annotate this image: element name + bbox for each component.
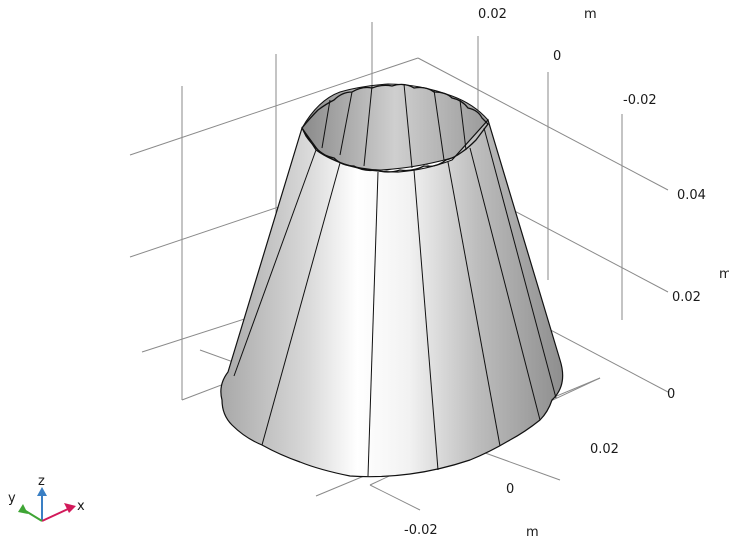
triad-x-arrowhead: [64, 503, 76, 513]
axis-labels-bottom: 0.02 0 -0.02 m: [404, 442, 619, 539]
triad-x-axis: [41, 508, 69, 522]
right-tick-1: 0.04: [677, 188, 706, 203]
cone-top-rim: [301, 83, 489, 173]
cone-inner-wall: [301, 83, 489, 171]
right-tick-2: 0.02: [672, 290, 701, 305]
top-tick-2: 0: [553, 49, 561, 64]
orientation-triad: z x y: [8, 474, 85, 522]
top-tick-3: -0.02: [623, 93, 657, 108]
cone-outer-body: [220, 118, 564, 478]
triad-y-label: y: [8, 491, 16, 506]
axis-labels-top: 0.02 0 -0.02 m: [478, 7, 657, 108]
top-tick-1: 0.02: [478, 7, 507, 22]
axis-labels-right: 0.04 0.02 0 m: [667, 188, 729, 402]
triad-z-label: z: [38, 474, 45, 489]
triad-z-arrowhead: [37, 487, 47, 496]
bottom-axis-unit: m: [526, 525, 539, 539]
triad-y-axis: [23, 509, 43, 522]
bottom-tick-3: -0.02: [404, 523, 438, 538]
right-axis-unit: m: [719, 267, 729, 282]
right-tick-3: 0: [667, 387, 675, 402]
triad-y-arrowhead: [18, 504, 28, 514]
bottom-tick-2: 0: [506, 482, 514, 497]
triad-x-label: x: [77, 499, 85, 514]
bottom-tick-1: 0.02: [590, 442, 619, 457]
top-axis-unit: m: [584, 7, 597, 22]
fluted-cone-shell[interactable]: [220, 83, 564, 478]
